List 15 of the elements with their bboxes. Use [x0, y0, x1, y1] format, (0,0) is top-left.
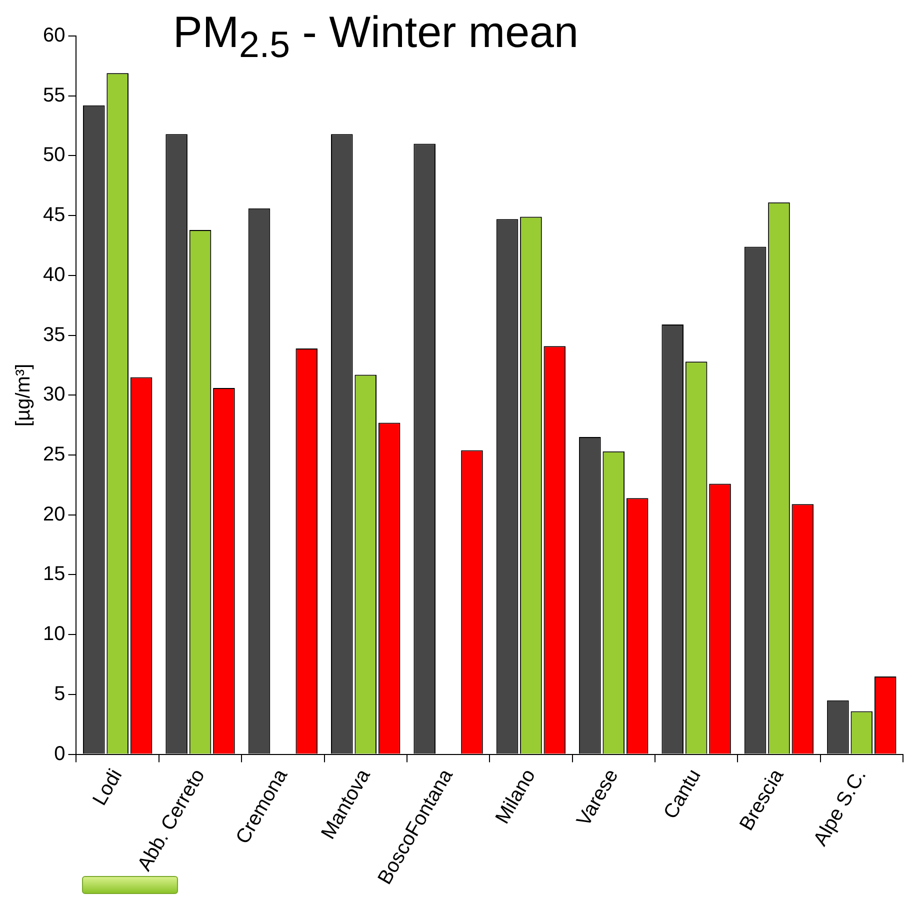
- y-tick-label: 55: [42, 84, 66, 106]
- y-tick-label: 25: [42, 444, 66, 466]
- y-tick-label: 60: [42, 24, 66, 47]
- y-tick-label: 20: [42, 503, 66, 526]
- y-tick-label: 35: [42, 324, 66, 346]
- y-tick-label: 45: [42, 204, 66, 226]
- y-tick-label: 50: [42, 144, 66, 166]
- y-tick-label: 30: [42, 384, 66, 406]
- y-tick-label: 5: [54, 682, 66, 705]
- y-tick-label: 0: [54, 742, 66, 765]
- y-axis-title: [µg/m³]: [12, 364, 35, 426]
- y-tick-label: 10: [42, 623, 66, 646]
- y-tick-label: 40: [42, 264, 66, 286]
- y-tick-label: 15: [42, 563, 66, 586]
- chart-title: PM$_{2.5}$ - Winter mean: [173, 8, 578, 66]
